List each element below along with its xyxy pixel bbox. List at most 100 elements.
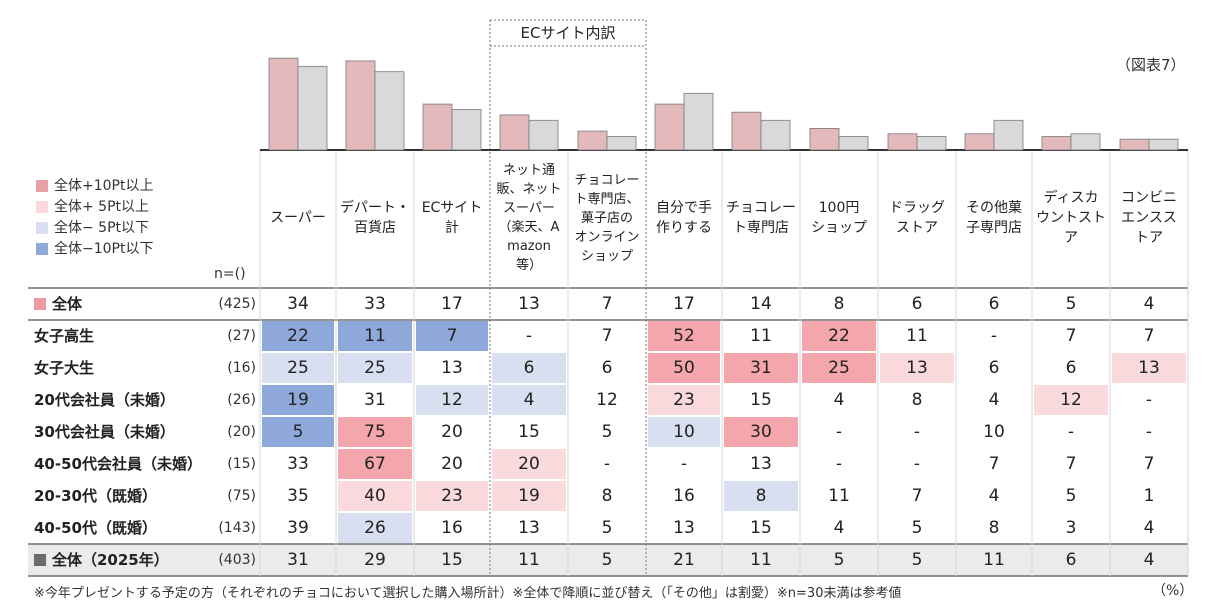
- table-cell: 19: [287, 390, 309, 410]
- row-label: 20代会社員（未婚）: [34, 384, 175, 416]
- table-cell: -: [603, 454, 611, 474]
- row-label: 全体（2025年）: [34, 544, 169, 576]
- table-cell: 4: [988, 486, 1000, 506]
- table-cell: 15: [441, 550, 463, 570]
- highlight-cell: [338, 353, 412, 383]
- table-cell: 5: [292, 422, 304, 442]
- table-cell: 5: [833, 550, 845, 570]
- table-cell: 6: [988, 294, 1000, 314]
- highlight-cell: [1112, 353, 1186, 383]
- table-cell: 8: [755, 486, 767, 506]
- table-cell: 17: [441, 294, 463, 314]
- bar-2025: [683, 92, 714, 151]
- table-cell: 23: [441, 486, 463, 506]
- row-label-text: 30代会社員（未婚）: [34, 423, 175, 441]
- bar-2025: [606, 136, 637, 151]
- table-cell: 4: [523, 390, 535, 410]
- table-cell: 13: [441, 358, 463, 378]
- table-cell: 15: [518, 422, 540, 442]
- ec-group-title: ECサイト内訳: [520, 24, 616, 42]
- row-label: 20-30代（既婚）: [34, 480, 157, 512]
- row-sample-size: (15): [227, 456, 256, 472]
- table-cell: 4: [988, 390, 1000, 410]
- table-cell: 5: [911, 550, 923, 570]
- highlight-cell: [262, 353, 334, 383]
- table-cell: 6: [1065, 358, 1077, 378]
- highlight-cell: [648, 417, 720, 447]
- bar-total: [731, 111, 762, 151]
- category-label: ECサイト 計: [421, 200, 483, 236]
- table-cell: 25: [828, 358, 850, 378]
- table-cell: 4: [1143, 294, 1155, 314]
- highlight-cell: [724, 417, 798, 447]
- table-cell: -: [525, 326, 533, 346]
- highlight-cell: [416, 321, 488, 351]
- table-cell: 14: [750, 294, 772, 314]
- bar-total: [268, 57, 299, 151]
- bar-total: [422, 103, 453, 151]
- category-label: コンビニ エンスス トア: [1121, 190, 1177, 246]
- table-cell: 6: [911, 294, 923, 314]
- table-cell: 5: [601, 422, 613, 442]
- highlight-cell: [338, 321, 412, 351]
- table-cell: 7: [446, 326, 458, 346]
- bar-2025: [993, 119, 1024, 151]
- table-cell: 11: [750, 550, 772, 570]
- table-cell: 31: [287, 550, 309, 570]
- table-cell: 12: [441, 390, 463, 410]
- table-cell: 30: [750, 422, 772, 442]
- highlight-cell: [416, 481, 488, 511]
- table-cell: 6: [988, 358, 1000, 378]
- table-cell: 13: [518, 294, 540, 314]
- table-cell: 10: [983, 422, 1005, 442]
- category-label: デパート・ 百貨店: [340, 200, 410, 236]
- table-cell: -: [913, 454, 921, 474]
- bar-group: [268, 57, 1179, 151]
- bar-total: [577, 130, 608, 151]
- table-cell: 33: [287, 454, 309, 474]
- table-cell: 29: [364, 550, 386, 570]
- bar-2025: [1148, 138, 1179, 151]
- bar-total: [887, 133, 918, 151]
- row-label-text: 20-30代（既婚）: [34, 487, 157, 505]
- table-cell: 7: [988, 454, 1000, 474]
- legend-swatch: [36, 180, 48, 192]
- bar-total: [345, 60, 376, 151]
- highlight-cell: [1034, 385, 1108, 415]
- table-cell: 22: [287, 326, 309, 346]
- table-cell: 19: [518, 486, 540, 506]
- table-cell: 8: [911, 390, 923, 410]
- highlight-cell: [416, 385, 488, 415]
- row-sample-size: (26): [227, 392, 256, 408]
- table-cell: 31: [364, 390, 386, 410]
- table-cell: 15: [750, 518, 772, 538]
- table-cell: 20: [441, 422, 463, 442]
- highlight-cell: [492, 385, 566, 415]
- legend-swatch: [36, 201, 48, 213]
- row-label: 30代会社員（未婚）: [34, 416, 175, 448]
- row-label-text: 40-50代会社員（未婚）: [34, 455, 202, 473]
- row-marker: [34, 298, 46, 310]
- row-label: 全体: [34, 288, 82, 320]
- table-cell: 20: [518, 454, 540, 474]
- table-cell: 7: [601, 294, 613, 314]
- row-sample-size: (403): [218, 552, 256, 568]
- table-cell: 6: [1065, 550, 1077, 570]
- table-cell: 52: [673, 326, 695, 346]
- row-sample-size: (425): [218, 296, 256, 312]
- table-cell: 5: [1065, 486, 1077, 506]
- legend-label: 全体−10Pt以下: [54, 241, 154, 257]
- table-cell: 25: [287, 358, 309, 378]
- table-cell: 13: [906, 358, 928, 378]
- bar-2025: [451, 109, 482, 151]
- bar-total: [1119, 138, 1150, 151]
- table-cell: 12: [1060, 390, 1082, 410]
- row-label: 女子大生: [34, 352, 94, 384]
- highlight-cell: [648, 321, 720, 351]
- table-cell: 12: [596, 390, 618, 410]
- table-cell: 16: [441, 518, 463, 538]
- legend-label: 全体+10Pt以上: [54, 178, 154, 194]
- category-label: その他菓 子専門店: [966, 200, 1022, 236]
- bar-2025: [1070, 133, 1101, 151]
- table-cell: 75: [364, 422, 386, 442]
